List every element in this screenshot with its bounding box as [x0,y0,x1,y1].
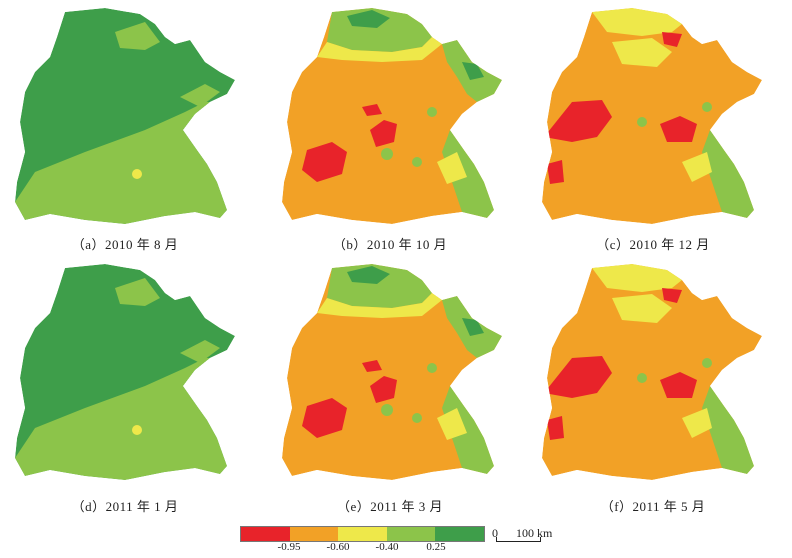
spot-green-2 [702,102,712,112]
zone-red-west [302,142,347,182]
map-panel-c [532,2,782,228]
color-legend [240,526,485,542]
zone-southeast [442,130,494,218]
scale-tick-start [496,537,497,542]
zone-red-west [544,356,612,398]
map-panel-b [272,2,522,228]
zone-red-center [370,376,397,403]
caption-e: （e）2011 年 3 月 [336,499,444,514]
map-region [542,8,762,224]
spot-yellow [132,169,142,179]
zone-north-yellow [592,8,682,36]
map-panel-f [532,258,782,484]
spot-green-1 [637,117,647,127]
zone-south [15,358,227,480]
zone-red-west [302,398,347,438]
zone-red-center [660,116,697,142]
zone-south [15,102,227,224]
map-svg [542,264,762,480]
zone-east [180,84,220,107]
scale-distance-label: 100 km [516,526,553,540]
zone-red-north [362,360,382,372]
caption-b: （b）2010 年 10 月 [332,237,448,252]
map-svg [15,264,235,480]
spot-green-1 [381,148,393,160]
scale-line [496,541,540,542]
spot-green-2 [412,157,422,167]
map-svg [282,264,502,480]
zone-southeast [442,386,494,474]
legend-swatch-orange [289,527,339,541]
zone-southeast [702,386,754,474]
map-region [282,8,502,224]
zone-southeast [702,130,754,218]
zone-red-west [544,100,612,142]
zone-red-ne [662,32,682,47]
zone-yellow-se [682,152,712,182]
legend-label-4: 0.25 [426,541,446,553]
map-panel-e [272,258,522,484]
zone-red-ne [662,288,682,303]
map-region [542,264,762,480]
legend-label-2: -0.60 [326,541,350,553]
spot-yellow [132,425,142,435]
caption-a: （a）2010 年 8 月 [71,237,179,252]
zone-red-north [362,104,382,116]
zone-yellow-band [317,37,442,62]
zone-red-sw [547,416,564,440]
zone-north [115,22,160,50]
scale-zero-label: 0 [492,526,498,540]
zone-yellow-north [612,294,672,323]
zone-yellow-se [437,152,467,184]
zone-yellow-band [317,293,442,318]
legend-label-1: -0.95 [277,541,301,553]
map-region [282,264,502,480]
zone-yellow-se [437,408,467,440]
zone-red-center [660,372,697,398]
zone-red-sw [547,160,564,184]
spot-green-1 [637,373,647,383]
legend-labels: -0.95 -0.60 -0.40 0.25 [240,541,500,557]
zone-north-yellow [592,264,682,292]
zone-east [180,340,220,363]
zone-north [115,278,160,306]
zone-north-dark [347,10,390,28]
legend-swatch-lightgreen [386,527,436,541]
caption-f: （f）2011 年 5 月 [600,499,706,514]
zone-yellow-se [682,408,712,438]
spot-green-1 [381,404,393,416]
legend-swatch-darkgreen [435,527,484,541]
spot-green-3 [427,363,437,373]
zone-red-center [370,120,397,147]
scale-tick-end [540,537,541,542]
zone-east-dark [462,62,484,80]
map-region [15,8,235,224]
spot-green-2 [412,413,422,423]
zone-yellow-north [612,38,672,67]
caption-d: （d）2011 年 1 月 [71,499,179,514]
spot-green-3 [427,107,437,117]
spot-green-2 [702,358,712,368]
map-region [15,264,235,480]
scale-bar: 0 100 km [492,526,572,556]
caption-c: （c）2010 年 12 月 [596,237,710,252]
zone-east-dark [462,318,484,336]
legend-swatch-yellow [338,527,387,541]
legend-swatch-red [241,527,290,541]
map-svg [15,8,235,224]
map-svg [282,8,502,224]
map-panel-d [5,258,255,484]
map-panel-a [5,2,255,228]
zone-north-dark [347,266,390,284]
legend-label-3: -0.40 [375,541,399,553]
map-svg [542,8,762,224]
